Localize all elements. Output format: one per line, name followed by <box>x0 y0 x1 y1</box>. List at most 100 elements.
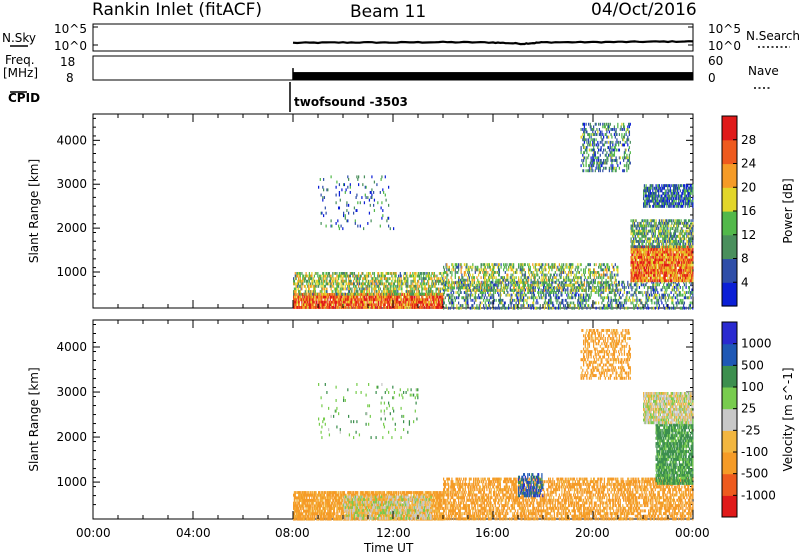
power-cell <box>675 286 677 289</box>
power-cell <box>300 292 302 296</box>
power-cell <box>338 295 340 299</box>
noise-ticks <box>93 26 693 46</box>
power-cell <box>322 282 324 286</box>
power-cell <box>418 298 421 302</box>
power-cell <box>589 286 591 290</box>
power-cell <box>649 266 651 270</box>
power-cell <box>643 274 646 277</box>
power-cell <box>340 298 342 302</box>
power-cell <box>623 301 626 305</box>
power-cell <box>392 298 394 302</box>
power-cell <box>682 271 684 275</box>
power-cell <box>668 283 670 287</box>
power-cell <box>340 295 342 299</box>
power-cell <box>678 256 681 259</box>
power-cell <box>346 272 348 275</box>
power-cell <box>391 306 393 309</box>
power-cell <box>474 265 476 269</box>
power-cell <box>327 282 329 286</box>
power-cell <box>454 268 456 272</box>
power-cell <box>403 282 405 286</box>
power-cell <box>381 279 383 283</box>
power-cell <box>499 293 501 297</box>
power-cell <box>431 290 433 293</box>
power-cell <box>658 276 661 280</box>
power-cell <box>668 263 671 267</box>
power-cell <box>644 263 646 267</box>
power-cell <box>403 272 406 275</box>
power-cell <box>343 306 345 309</box>
power-cell <box>614 276 616 280</box>
power-cell <box>636 276 638 280</box>
power-cell <box>540 293 542 297</box>
power-cell <box>544 293 546 297</box>
power-cell <box>318 292 321 296</box>
power-cell <box>362 300 364 304</box>
power-cell <box>588 271 590 274</box>
power-cell <box>521 263 523 267</box>
power-cell <box>354 292 356 296</box>
power-cell <box>669 271 671 275</box>
power-cell <box>297 306 299 309</box>
power-cell <box>578 286 580 290</box>
power-cell <box>518 293 520 297</box>
power-cell <box>688 274 691 277</box>
power-cell <box>318 298 320 302</box>
power-cell <box>373 292 375 296</box>
power-cell <box>613 268 616 272</box>
power-cell <box>294 282 296 286</box>
power-cell <box>586 281 588 285</box>
power-cell <box>677 250 679 254</box>
power-cell <box>353 284 355 288</box>
power-cell <box>664 271 666 275</box>
power-cell <box>458 306 461 310</box>
power-cell <box>496 286 498 290</box>
power-cell <box>598 271 600 274</box>
power-cell <box>531 283 533 287</box>
power-cell <box>490 296 492 300</box>
power-cell <box>373 303 376 307</box>
power-cell <box>301 282 303 286</box>
power-cell <box>685 306 687 310</box>
power-cell <box>623 304 625 307</box>
power-cell <box>528 288 530 292</box>
power-cell <box>584 271 586 274</box>
power-cell <box>688 296 691 300</box>
power-cell <box>661 296 663 300</box>
power-cell <box>452 286 454 290</box>
power-cell <box>341 306 343 309</box>
power-cell <box>420 306 422 309</box>
power-cell <box>305 300 307 304</box>
power-cell <box>332 300 334 304</box>
power-cell <box>421 295 423 299</box>
power-cell <box>432 272 434 275</box>
power-cell <box>690 279 692 283</box>
power-cell <box>336 279 338 283</box>
power-cell <box>530 280 532 284</box>
power-cell <box>523 293 525 297</box>
power-cell <box>685 261 687 265</box>
power-cell <box>558 296 561 300</box>
power-cell <box>634 258 636 262</box>
power-cell <box>460 280 462 284</box>
power-cell <box>440 287 442 291</box>
power-cell <box>661 245 663 249</box>
power-cell <box>616 289 618 292</box>
power-cell <box>676 276 678 280</box>
power-cell <box>548 306 550 310</box>
power-cell <box>311 282 313 286</box>
power-cell <box>422 292 424 296</box>
power-cell <box>313 277 315 281</box>
power-cell <box>397 295 399 299</box>
power-cell <box>642 274 644 277</box>
power-cell <box>587 276 589 280</box>
power-cell <box>658 293 661 297</box>
power-cell <box>421 272 423 275</box>
power-cell <box>598 276 600 280</box>
power-cell <box>527 283 529 287</box>
power-cell <box>337 298 339 302</box>
power-cell <box>631 263 633 267</box>
power-cell <box>607 276 609 280</box>
power-cell <box>503 263 505 267</box>
power-cell <box>359 290 361 293</box>
